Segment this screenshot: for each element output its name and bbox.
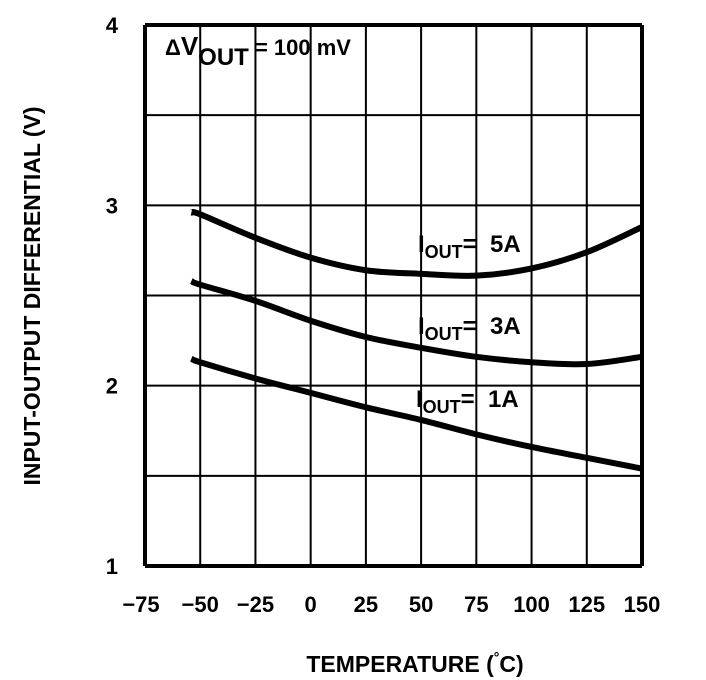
x-tick-label: 125 [568,592,605,617]
x-tick-label: 25 [354,592,378,617]
x-tick-label: 75 [464,592,488,617]
x-tick-label: −75 [122,592,159,617]
y-tick-label: 4 [106,13,119,38]
y-axis-label: INPUT-OUTPUT DIFFERENTIAL (V) [19,106,45,485]
tick-labels: −75 −50 −25 0 25 50 75 100 125 150 1 2 3 4 [106,13,661,617]
y-tick-label: 3 [106,193,118,218]
label-5a: IOUT= 5A [418,231,521,262]
annotation: ΔVOUT = 100 mV [165,31,351,71]
grid [143,23,644,568]
x-tick-label: 0 [305,592,317,617]
x-tick-label: −25 [237,592,274,617]
x-axis-label: TEMPERATURE (°C) [306,649,523,677]
x-tick-label: 50 [409,592,433,617]
label-1a: IOUT= 1A [416,386,519,417]
x-tick-label: −50 [182,592,219,617]
series-line [189,355,643,472]
series-line [188,208,644,279]
label-3a: IOUT= 3A [418,313,521,344]
y-tick-label: 1 [106,554,118,579]
series-line [189,278,643,368]
x-tick-label: 150 [624,592,661,617]
x-tick-label: 100 [513,592,550,617]
series-lines [188,208,644,472]
y-tick-label: 2 [106,374,118,399]
